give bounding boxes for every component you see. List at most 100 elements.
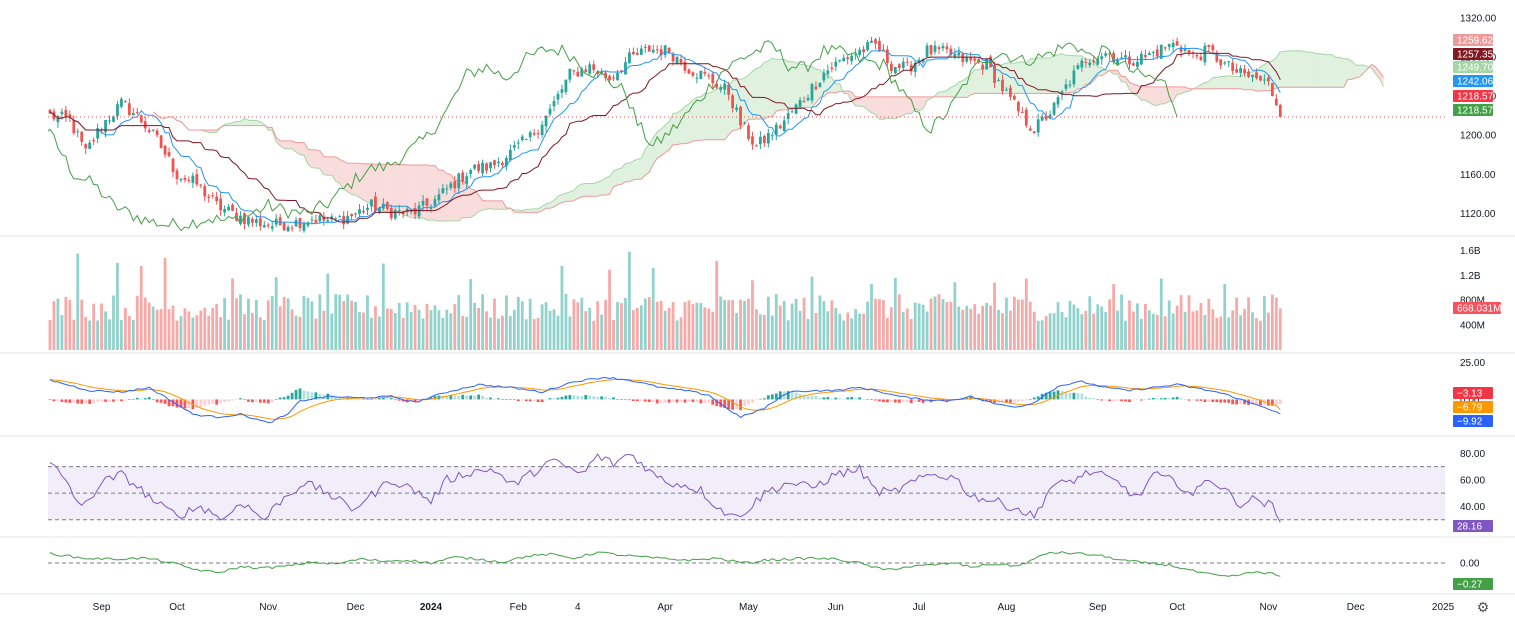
volume-bar (298, 316, 302, 350)
cloud-segment (681, 106, 685, 144)
macd-histogram-bar (60, 399, 64, 402)
macd-histogram-bar (774, 393, 778, 400)
candle-body (643, 46, 647, 49)
signal-line-badge: −6.79 (1453, 401, 1493, 414)
candle-body (516, 142, 520, 144)
macd-histogram-bar (199, 399, 203, 408)
cloud-segment (434, 165, 439, 222)
volume-bar (719, 296, 723, 350)
volume-bar (1175, 305, 1179, 350)
cloud-segment (355, 163, 360, 198)
volume-bar (1136, 303, 1139, 350)
macd-histogram-bar (155, 399, 159, 403)
cloud-segment (1208, 77, 1213, 89)
candle-body (92, 140, 96, 142)
volume-pane[interactable]: 1.6B 1.2B 800M 400M (48, 246, 1485, 350)
candle-body (1223, 62, 1227, 64)
cloud-segment (982, 67, 987, 94)
volume-bar (1199, 302, 1203, 350)
volume-bar (794, 298, 798, 350)
gear-icon[interactable]: ⚙ (1476, 599, 1490, 615)
time-tick-label: Sep (93, 602, 111, 613)
macd-pane[interactable]: 25.00 0.00 (48, 358, 1486, 424)
candle-body (449, 183, 453, 188)
cloud-segment (1276, 51, 1281, 89)
candle-body (1072, 70, 1076, 85)
cloud-segment (327, 156, 332, 176)
candle-body (786, 113, 790, 119)
oscillator-last-badge-text: −0.27 (1457, 580, 1483, 591)
volume-bar (477, 307, 480, 350)
time-tick-label: Jul (913, 602, 926, 613)
macd-histogram-bar (64, 399, 68, 403)
oscillator-pane[interactable]: 0.00 (48, 551, 1480, 577)
volume-bar (1120, 294, 1123, 350)
candle-body (1005, 89, 1008, 91)
cloud-segment (772, 57, 777, 117)
cloud-segment (403, 164, 408, 216)
volume-bar (743, 300, 746, 350)
cloud-segment (1347, 58, 1352, 80)
cloud-segment (466, 183, 471, 218)
candle-body (1128, 56, 1131, 65)
macd-histogram-bar (683, 399, 687, 403)
volume-bar (1132, 311, 1135, 350)
price-tick-label: 1200.00 (1460, 131, 1497, 142)
candle-body (1219, 59, 1223, 66)
macd-histogram-bar (481, 395, 484, 400)
cloud-segment (1006, 62, 1011, 94)
macd-histogram-bar (147, 397, 151, 400)
rsi-last-badge: 28.16 (1453, 520, 1493, 533)
candle-body (635, 53, 639, 55)
macd-histogram-bar (743, 399, 746, 407)
cloud-segment (720, 86, 725, 140)
cloud-segment (569, 190, 574, 202)
candle-body (1036, 119, 1040, 133)
macd-histogram-bar (84, 399, 88, 404)
macd-histogram-bar (886, 399, 889, 403)
cloud-segment (986, 66, 991, 94)
macd-histogram-bar (1001, 399, 1004, 403)
macd-histogram-bar (985, 399, 988, 402)
volume-bar (179, 316, 183, 350)
volume-bar (834, 307, 838, 350)
macd-histogram-bar (540, 399, 544, 403)
volume-bar (842, 320, 846, 350)
rsi-pane[interactable]: 80.00 60.00 40.00 (48, 449, 1485, 523)
macd-histogram-bar (568, 395, 572, 400)
candle-body (461, 172, 465, 182)
volume-bar (326, 273, 330, 350)
candle-body (901, 61, 905, 68)
volume-bar (790, 303, 794, 350)
macd-histogram-bar (679, 399, 683, 402)
macd-histogram-bar (247, 399, 250, 402)
leading-span-b-badge-text: 1259.62 (1457, 36, 1494, 47)
volume-bar (878, 299, 881, 350)
macd-histogram-bar (251, 399, 254, 403)
cloud-segment (1014, 62, 1019, 94)
volume-bar (683, 302, 687, 350)
cloud-segment (1224, 75, 1229, 89)
cloud-segment (442, 170, 447, 222)
macd-histogram-bar (786, 391, 790, 400)
price-pane[interactable]: 1320.001280.001240.001200.001160.001120.… (0, 13, 1497, 233)
macd-histogram-bar (314, 392, 318, 400)
cloud-segment (887, 96, 892, 119)
cloud-segment (288, 140, 293, 149)
volume-bar (909, 318, 913, 350)
candle-body (457, 173, 461, 189)
candle-body (393, 209, 397, 219)
volume-bar (1231, 310, 1235, 350)
time-axis[interactable]: Sep Oct Nov Dec 2024 Feb 4 Apr May Jun Jul Aug Sep Oc… (93, 602, 1455, 613)
base-line (49, 52, 1281, 223)
cloud-segment (919, 96, 924, 111)
candle-body (1274, 98, 1278, 106)
candle-body (659, 49, 663, 56)
volume-bar (659, 300, 663, 350)
macd-histogram-bar (1024, 399, 1028, 401)
volume-bar (1108, 299, 1112, 350)
volume-bar (322, 310, 326, 350)
volume-bar (762, 314, 766, 350)
conversion-line-badge-bg (1453, 75, 1493, 87)
